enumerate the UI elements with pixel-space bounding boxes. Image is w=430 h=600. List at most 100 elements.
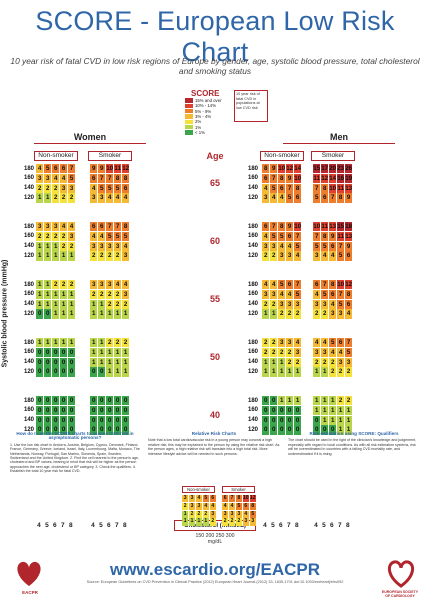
risk-cell: 1 xyxy=(105,347,114,357)
risk-cell: 2 xyxy=(336,367,345,377)
risk-cell: 0 xyxy=(36,415,44,425)
chol-tick-label: 8 xyxy=(295,522,299,529)
risk-cell: 1 xyxy=(97,347,106,357)
risk-cell: 5 xyxy=(277,231,286,241)
risk-cell: 2 xyxy=(285,309,294,319)
risk-cell: 4 xyxy=(313,289,321,299)
risk-cell: 2 xyxy=(320,357,329,367)
risk-cell: 1 xyxy=(51,338,60,348)
risk-cell: 0 xyxy=(269,415,278,425)
risk-cell: 5 xyxy=(121,231,130,241)
sbp-row-label: 160 xyxy=(247,175,258,182)
risk-cell: 0 xyxy=(293,415,302,425)
risk-cell: 2 xyxy=(293,357,302,367)
risk-cell: 0 xyxy=(67,405,76,415)
risk-cell: 2 xyxy=(269,338,278,348)
risk-cell: 7 xyxy=(269,222,278,232)
chol-tick-label: 7 xyxy=(287,522,291,529)
risk-cell: 6 xyxy=(293,193,302,203)
risk-cell: 7 xyxy=(228,495,236,503)
risk-cell: 7 xyxy=(344,338,353,348)
risk-cell: 4 xyxy=(277,289,286,299)
risk-cell: 3 xyxy=(51,222,60,232)
risk-cell: 1 xyxy=(336,415,345,425)
risk-cell: 2 xyxy=(90,251,98,261)
risk-cell: 8 xyxy=(249,502,256,510)
risk-cell: 0 xyxy=(113,415,122,425)
risk-cell: 2 xyxy=(59,231,68,241)
panel-relative-risk: Relative Risk Charts Note that a low tot… xyxy=(148,431,280,456)
risk-legend: 15% and over 10% - 14% 5% - 9% 3% - 4% 2% 1% <… xyxy=(185,98,222,135)
risk-cell: 5 xyxy=(269,231,278,241)
risk-cell: 0 xyxy=(36,357,44,367)
risk-cell: 2 xyxy=(235,518,243,526)
risk-cell: 3 xyxy=(43,173,52,183)
risk-cell: 2 xyxy=(113,299,122,309)
esc-logo-icon xyxy=(387,560,415,588)
chol-tick-label: 5 xyxy=(322,522,326,529)
risk-cell: 0 xyxy=(67,396,76,406)
risk-cell: 1 xyxy=(344,405,353,415)
risk-cell: 3 xyxy=(336,309,345,319)
risk-cell: 4 xyxy=(121,193,130,203)
women-smoker-header: Smoker xyxy=(88,151,132,161)
risk-cell: 0 xyxy=(262,396,270,406)
risk-cell: 8 xyxy=(320,183,329,193)
risk-cell: 0 xyxy=(269,425,278,435)
panel-qualifiers: Risk estimation using SCORE: Qualifiers … xyxy=(288,431,420,456)
risk-cell: 4 xyxy=(320,338,329,348)
risk-cell: 1 xyxy=(90,347,98,357)
legend-label: 1% xyxy=(195,124,202,130)
risk-cell: 3 xyxy=(222,510,229,518)
risk-cell: 1 xyxy=(188,518,196,526)
panel-qualifiers-title: Risk estimation using SCORE: Qualifiers xyxy=(309,431,399,436)
risk-cell: 0 xyxy=(262,415,270,425)
risk-cell: 1 xyxy=(97,357,106,367)
risk-cell: 3 xyxy=(285,338,294,348)
risk-cell: 4 xyxy=(277,241,286,251)
risk-cell: 1 xyxy=(67,289,76,299)
risk-cell: 0 xyxy=(51,367,60,377)
risk-cell: 1 xyxy=(328,405,337,415)
risk-cell: 3 xyxy=(344,357,353,367)
risk-cell: 3 xyxy=(269,289,278,299)
risk-cell: 0 xyxy=(43,396,52,406)
risk-cell: 2 xyxy=(328,367,337,377)
risk-cell: 0 xyxy=(43,347,52,357)
risk-cell: 5 xyxy=(202,495,209,503)
risk-cell: 2 xyxy=(285,347,294,357)
risk-cell: 10 xyxy=(293,222,302,232)
risk-cell: 2 xyxy=(113,251,122,261)
risk-cell: 0 xyxy=(97,367,106,377)
escardio-url[interactable]: www.escardio.org/EACPR xyxy=(109,560,321,579)
risk-cell: 0 xyxy=(97,415,106,425)
risk-cell: 11 xyxy=(320,222,329,232)
risk-cell: 0 xyxy=(67,415,76,425)
risk-cell: 1 xyxy=(59,299,68,309)
risk-cell: 0 xyxy=(51,347,60,357)
men-smoker-grid: 6 7 8 10 12 4 5 6 7 8 3 3 4 5 6 2 2 3 3 4 xyxy=(313,280,353,319)
risk-cell: 1 xyxy=(320,396,329,406)
risk-cell: 4 xyxy=(344,309,353,319)
risk-cell: 6 xyxy=(262,222,270,232)
risk-cell: 0 xyxy=(36,425,44,435)
risk-cell: 15 xyxy=(313,164,321,174)
risk-cell: 0 xyxy=(328,425,337,435)
risk-cell: 3 xyxy=(320,299,329,309)
risk-cell: 7 xyxy=(105,222,114,232)
risk-cell: 3 xyxy=(277,299,286,309)
risk-cell: 1 xyxy=(67,299,76,309)
risk-cell: 0 xyxy=(105,415,114,425)
risk-cell: 1 xyxy=(97,309,106,319)
risk-cell: 2 xyxy=(277,347,286,357)
sbp-row-label: 180 xyxy=(247,165,258,172)
risk-cell: 2 xyxy=(269,347,278,357)
risk-cell: 2 xyxy=(67,280,76,290)
risk-cell: 6 xyxy=(285,280,294,290)
risk-cell: 1 xyxy=(97,299,106,309)
risk-cell: 13 xyxy=(344,183,353,193)
risk-cell: 0 xyxy=(90,415,98,425)
legend-item: 5% - 9% xyxy=(185,109,222,114)
